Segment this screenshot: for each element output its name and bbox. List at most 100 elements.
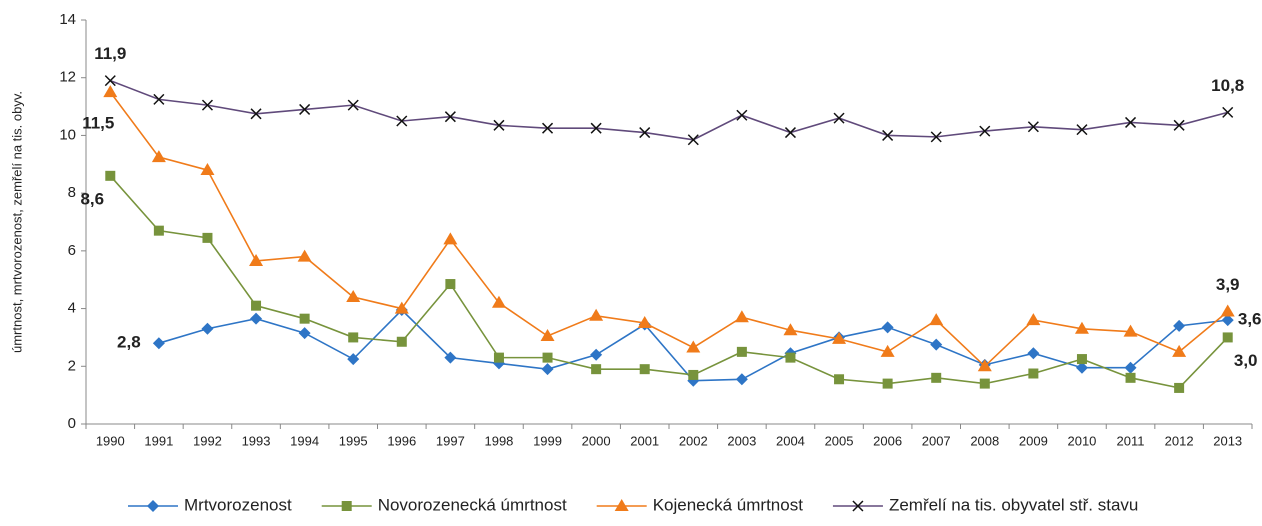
x-tick-label: 1994 <box>290 433 319 448</box>
series-line <box>110 79 1228 141</box>
x-tick-label: 1999 <box>533 433 562 448</box>
marker <box>882 129 894 141</box>
marker <box>200 163 215 176</box>
marker <box>347 99 359 111</box>
x-tick-label: 2013 <box>1213 433 1242 448</box>
y-tick-label: 14 <box>59 11 76 28</box>
data-label: 3,0 <box>1234 351 1258 370</box>
marker <box>1220 304 1235 317</box>
legend-label: Mrtvorozenost <box>184 495 292 514</box>
marker <box>1173 119 1185 131</box>
data-label: 3,9 <box>1216 275 1240 294</box>
marker <box>880 344 895 357</box>
x-tick-label: 2006 <box>873 433 902 448</box>
x-tick-label: 1993 <box>242 433 271 448</box>
marker <box>1222 332 1233 343</box>
marker <box>881 321 894 334</box>
marker <box>979 378 990 389</box>
marker <box>1125 116 1137 128</box>
marker <box>1076 354 1087 365</box>
marker <box>493 352 504 363</box>
x-tick-label: 2012 <box>1165 433 1194 448</box>
marker <box>541 363 554 376</box>
legend-label: Kojenecká úmrtnost <box>653 495 804 514</box>
marker <box>540 328 555 341</box>
marker <box>1222 106 1234 118</box>
marker <box>736 346 747 357</box>
marker <box>1174 382 1185 393</box>
marker <box>153 225 164 236</box>
marker <box>299 313 310 324</box>
x-tick-label: 2009 <box>1019 433 1048 448</box>
marker <box>852 500 864 512</box>
legend-label: Zemřelí na tis. obyvatel stř. stavu <box>889 495 1138 514</box>
marker <box>735 373 748 386</box>
marker <box>443 232 458 245</box>
x-tick-label: 2008 <box>970 433 999 448</box>
marker <box>1027 121 1039 133</box>
y-tick-label: 6 <box>68 242 76 259</box>
marker <box>297 249 312 262</box>
x-tick-label: 2002 <box>679 433 708 448</box>
x-tick-label: 2007 <box>922 433 951 448</box>
marker <box>250 108 262 120</box>
marker <box>396 115 408 127</box>
marker <box>930 131 942 143</box>
marker <box>299 103 311 115</box>
marker <box>147 500 159 512</box>
marker <box>1123 324 1138 337</box>
marker <box>687 134 699 146</box>
marker <box>348 332 359 343</box>
marker <box>1125 372 1136 383</box>
marker <box>590 348 603 361</box>
data-label: 3,6 <box>1238 310 1262 329</box>
x-tick-label: 2005 <box>825 433 854 448</box>
x-tick-label: 1990 <box>96 433 125 448</box>
marker <box>686 340 701 353</box>
marker <box>1028 368 1039 379</box>
x-tick-label: 1996 <box>387 433 416 448</box>
marker <box>201 99 213 111</box>
x-tick-label: 2010 <box>1067 433 1096 448</box>
x-tick-label: 2000 <box>582 433 611 448</box>
y-tick-label: 10 <box>59 126 76 143</box>
marker <box>688 369 699 380</box>
marker <box>104 75 116 87</box>
marker <box>637 316 652 328</box>
marker <box>202 232 213 243</box>
marker <box>298 327 311 340</box>
marker <box>929 313 944 326</box>
marker <box>491 295 506 308</box>
y-tick-label: 12 <box>59 69 76 86</box>
marker <box>444 111 456 123</box>
series-line <box>109 175 1229 389</box>
x-tick-label: 1991 <box>144 433 173 448</box>
marker <box>882 378 893 389</box>
marker <box>153 93 165 105</box>
marker <box>1221 314 1234 327</box>
marker <box>152 337 165 350</box>
marker <box>1026 313 1041 326</box>
marker <box>250 312 263 325</box>
y-tick-label: 4 <box>68 300 76 317</box>
marker <box>734 310 749 323</box>
x-tick-label: 1992 <box>193 433 222 448</box>
marker <box>589 308 604 321</box>
marker <box>1074 321 1089 334</box>
y-tick-label: 8 <box>68 184 76 201</box>
marker <box>832 331 847 344</box>
x-tick-label: 1995 <box>339 433 368 448</box>
data-label: 11,5 <box>82 114 114 133</box>
marker <box>833 112 845 124</box>
x-tick-label: 2011 <box>1117 433 1145 448</box>
x-tick-label: 2004 <box>776 433 805 448</box>
legend-label: Novorozenecká úmrtnost <box>378 495 567 514</box>
data-label: 11,9 <box>94 44 126 63</box>
x-tick-label: 1997 <box>436 433 465 448</box>
marker <box>591 364 602 375</box>
marker <box>1075 361 1088 374</box>
marker <box>736 109 748 121</box>
marker <box>979 125 991 137</box>
marker <box>394 301 409 314</box>
